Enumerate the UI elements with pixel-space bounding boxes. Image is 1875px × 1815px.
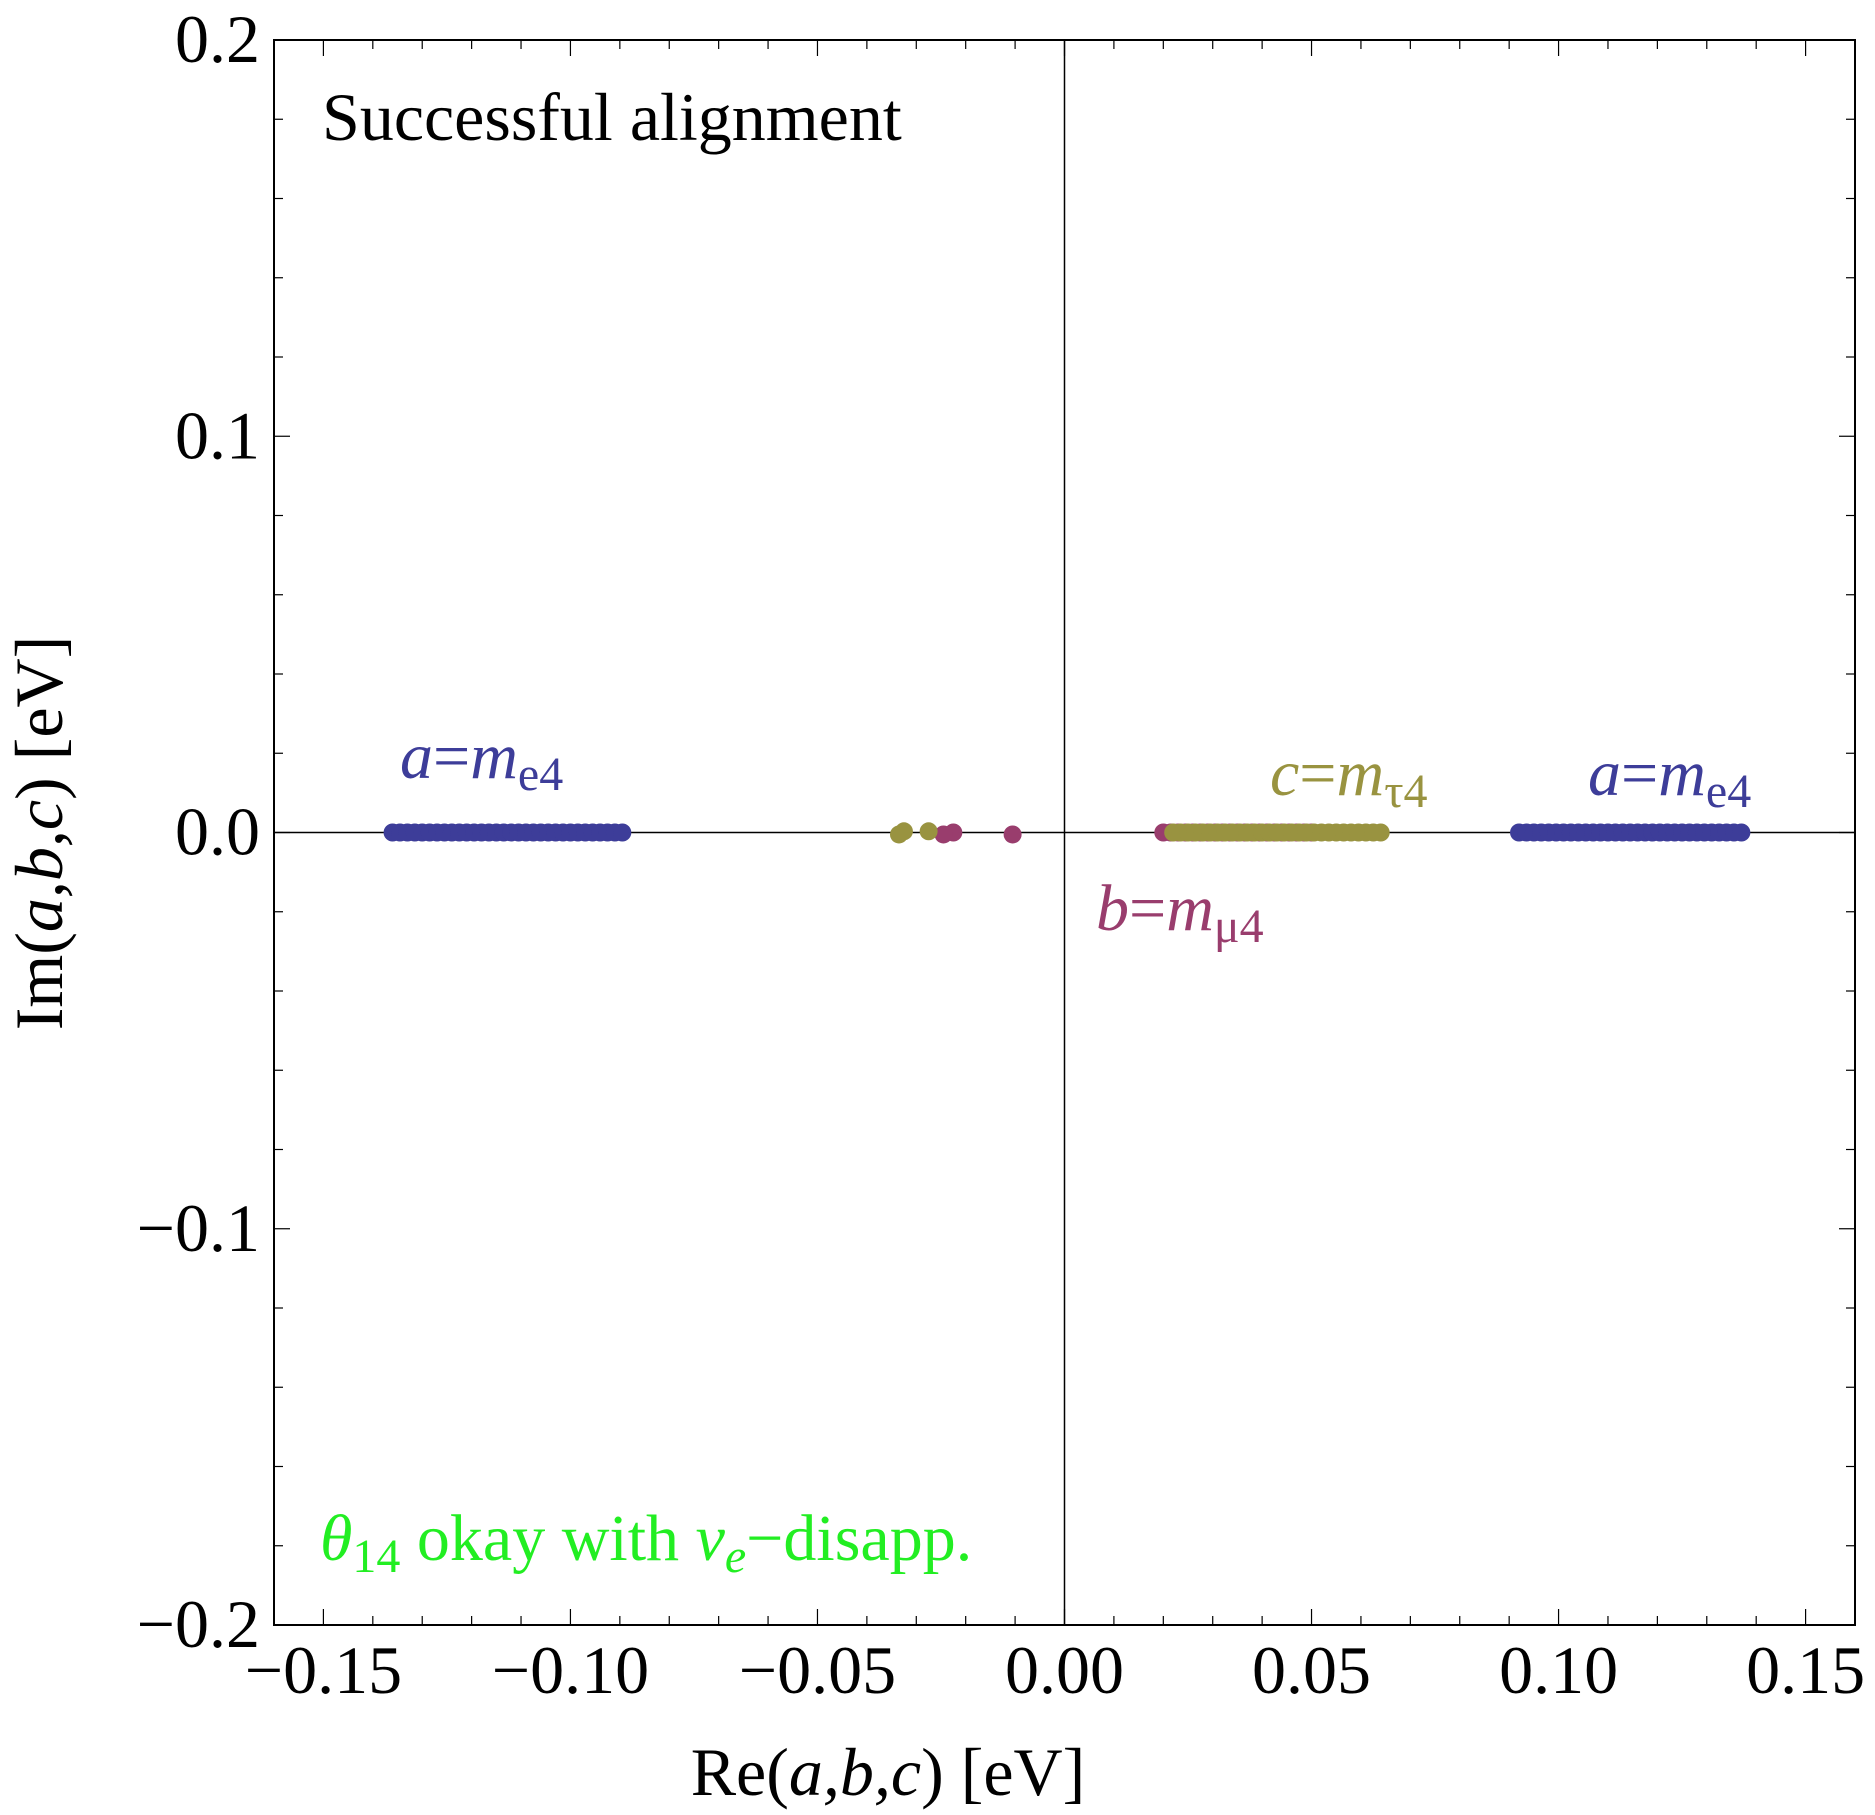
y-axis-title-vars: a,b,c bbox=[1, 800, 77, 932]
point-b bbox=[1003, 825, 1022, 844]
x-tick-label: −0.05 bbox=[739, 1632, 896, 1708]
x-tick-label: 0.15 bbox=[1746, 1632, 1865, 1708]
y-tick-label: −0.1 bbox=[137, 1190, 260, 1266]
point-a bbox=[1732, 823, 1751, 842]
point-c bbox=[894, 822, 913, 841]
x-tick-label: 0.10 bbox=[1499, 1632, 1618, 1708]
point-b bbox=[934, 825, 953, 844]
x-tick-label: 0.00 bbox=[1005, 1632, 1124, 1708]
label-a-left: a=me4 bbox=[400, 720, 563, 801]
x-axis-title-pre: Re( bbox=[691, 1734, 789, 1810]
y-tick-label: 0.1 bbox=[175, 397, 260, 473]
y-axis-title-pre: Im( bbox=[1, 932, 77, 1030]
y-axis-title: Im(a,b,c) [eV] bbox=[1, 636, 77, 1031]
theta14-note: θ14 okay with νe−disapp. bbox=[320, 1502, 972, 1583]
point-c bbox=[919, 822, 938, 841]
tick-marks bbox=[273, 39, 1856, 1626]
y-axis-title-post: ) [eV] bbox=[1, 636, 77, 800]
x-axis-title-post: ) [eV] bbox=[921, 1734, 1085, 1810]
x-tick-label: 0.05 bbox=[1252, 1632, 1371, 1708]
label-c: c=mτ4 bbox=[1270, 737, 1428, 818]
point-a bbox=[613, 823, 632, 842]
y-tick-label: 0.0 bbox=[175, 794, 260, 870]
data-points bbox=[383, 822, 1751, 844]
y-tick-labels: −0.2 −0.1 0.0 0.1 0.2 bbox=[137, 1, 260, 1662]
y-tick-label: −0.2 bbox=[137, 1586, 260, 1662]
x-axis-title-vars: a,b,c bbox=[789, 1734, 921, 1810]
x-axis-title: Re(a,b,c) [eV] bbox=[691, 1734, 1086, 1810]
chart-title: Successful alignment bbox=[322, 79, 902, 155]
point-c bbox=[1371, 823, 1390, 842]
label-b: b=mμ4 bbox=[1096, 872, 1264, 953]
label-a-right: a=me4 bbox=[1588, 737, 1751, 818]
x-tick-label: −0.10 bbox=[492, 1632, 649, 1708]
y-tick-label: 0.2 bbox=[175, 1, 260, 77]
x-tick-label: −0.15 bbox=[245, 1632, 402, 1708]
x-tick-labels: −0.15 −0.10 −0.05 0.00 0.05 0.10 0.15 bbox=[245, 1632, 1865, 1708]
